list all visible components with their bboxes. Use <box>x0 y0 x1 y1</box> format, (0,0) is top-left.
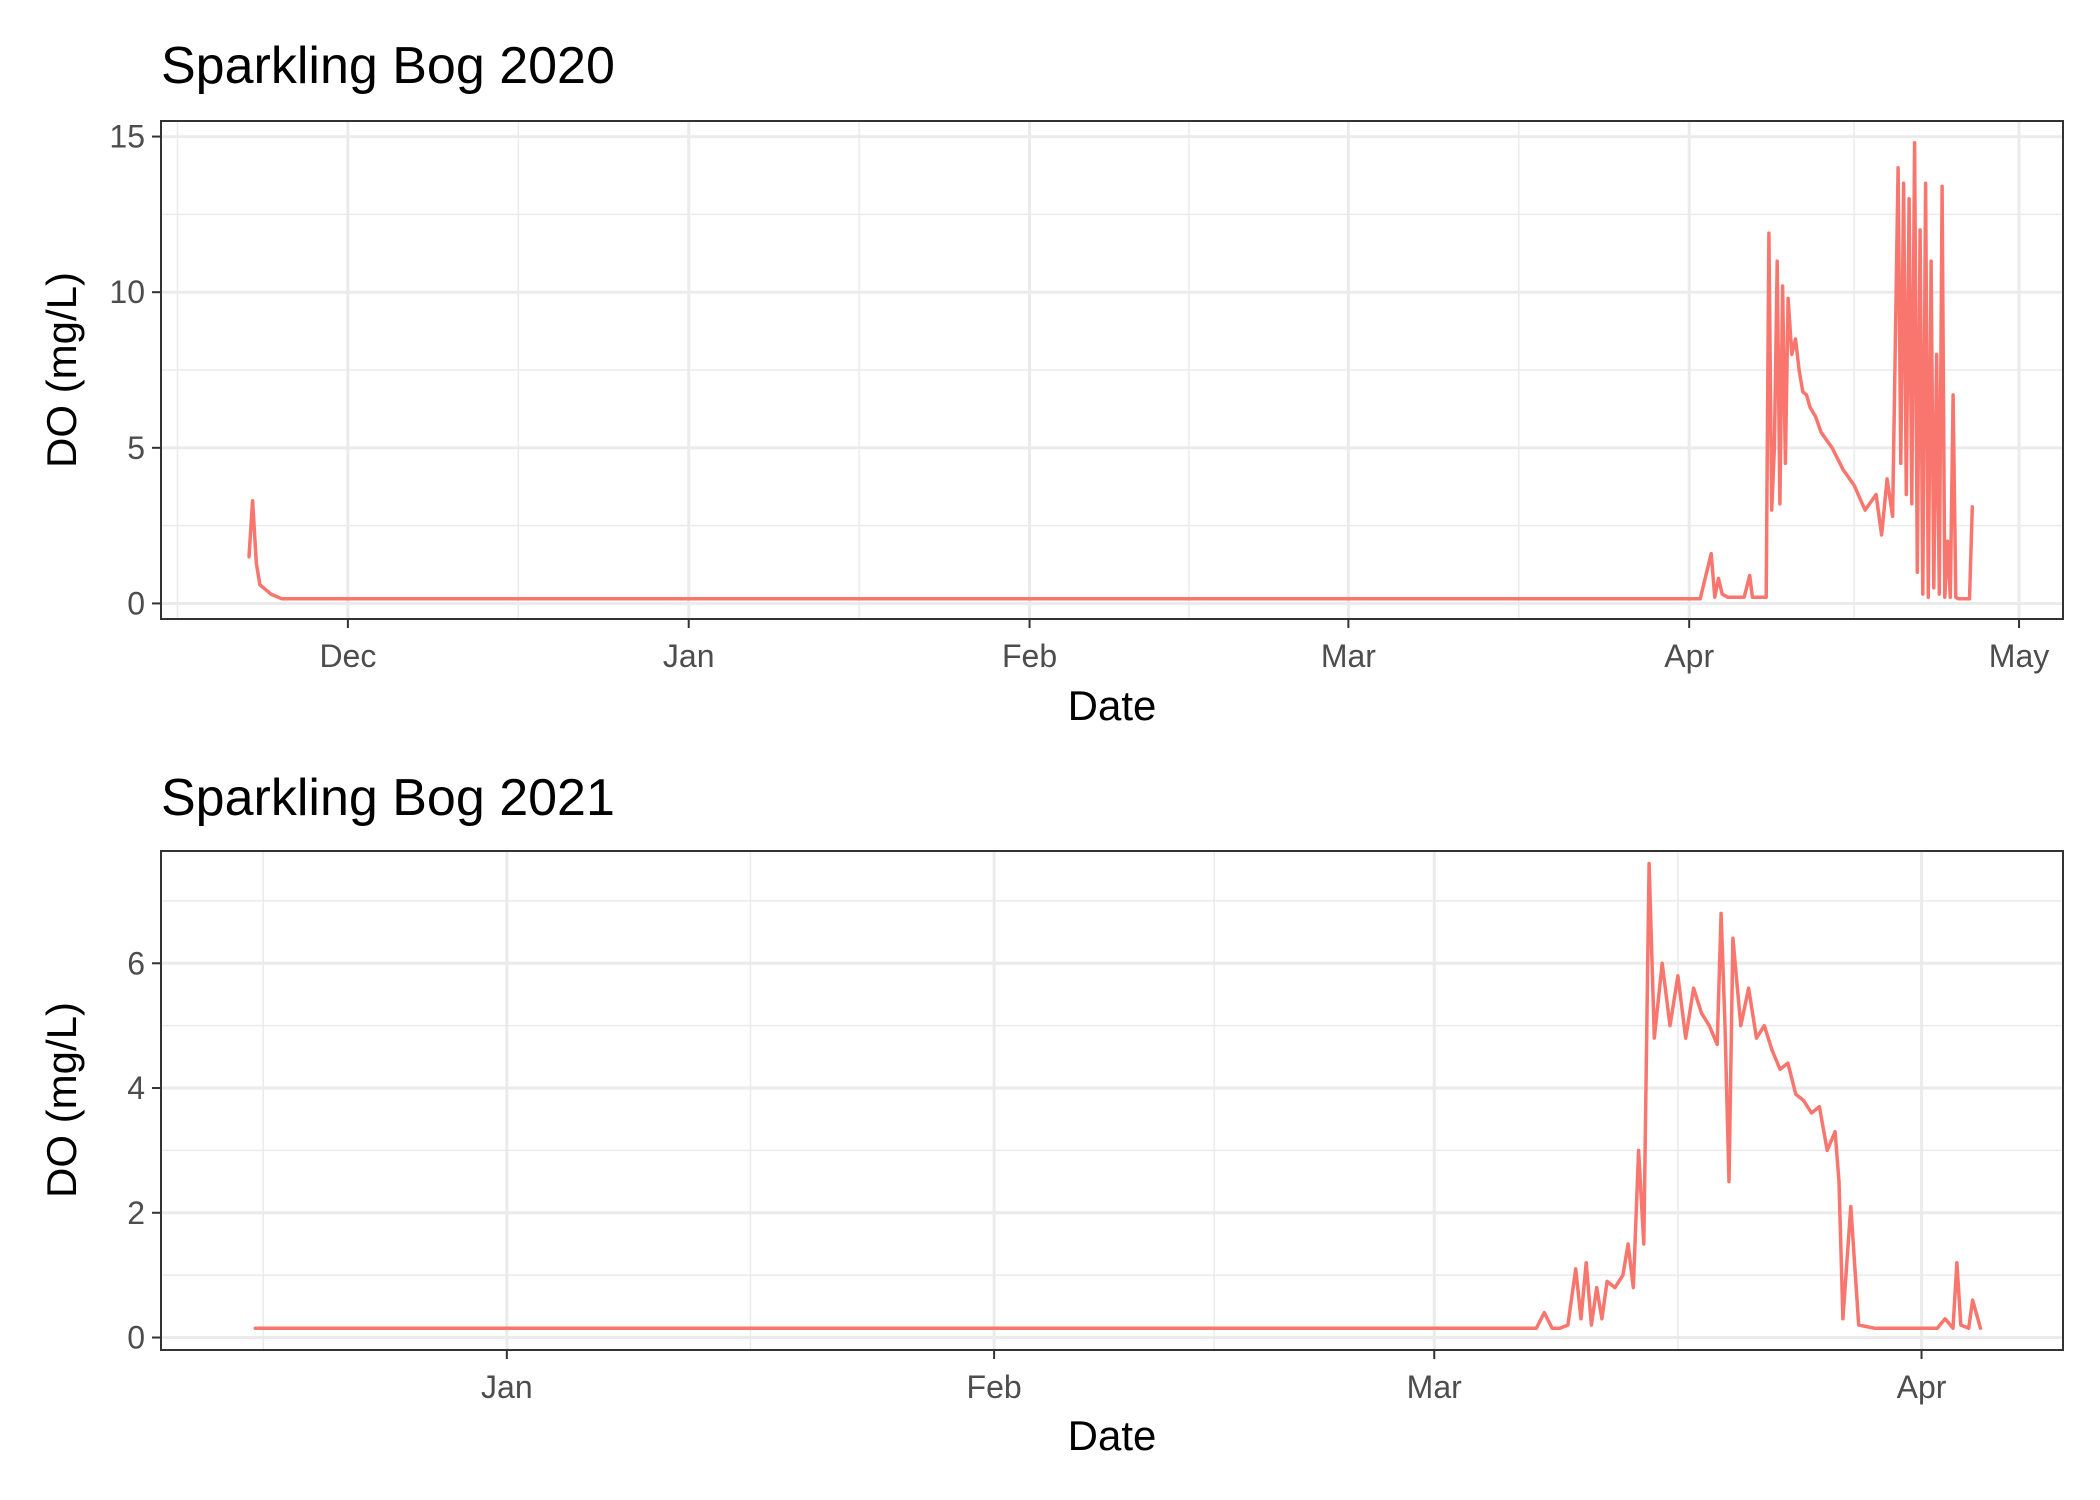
y-tick-label: 5 <box>127 430 145 466</box>
gridlines <box>161 851 2063 1350</box>
y-tick-label: 0 <box>127 1320 145 1356</box>
x-tick-label: May <box>1989 638 2049 674</box>
x-axis-ticks: Jan Feb Mar Apr <box>481 1350 1947 1405</box>
x-tick-label: Mar <box>1407 1369 1462 1405</box>
chart-title: Sparkling Bog 2021 <box>161 769 615 827</box>
do-series-line <box>247 141 1975 601</box>
x-tick-label: Dec <box>319 638 376 674</box>
gridlines <box>161 121 2063 619</box>
x-axis-title: Date <box>1068 682 1157 729</box>
x-tick-label: Feb <box>1002 638 1057 674</box>
y-axis-ticks: 0 5 10 15 <box>109 119 161 621</box>
x-tick-label: Jan <box>663 638 715 674</box>
y-tick-label: 15 <box>109 119 145 155</box>
x-tick-label: Jan <box>481 1369 533 1405</box>
series-layer <box>253 861 1983 1330</box>
y-tick-label: 6 <box>127 945 145 981</box>
series-layer <box>247 141 1975 601</box>
y-axis-title: DO (mg/L) <box>38 1002 85 1198</box>
x-axis-ticks: Dec Jan Feb Mar Apr May <box>319 619 2049 674</box>
x-tick-label: Apr <box>1664 638 1714 674</box>
y-tick-label: 0 <box>127 585 145 621</box>
y-tick-label: 10 <box>109 274 145 310</box>
y-axis-ticks: 0 2 4 6 <box>127 945 161 1356</box>
x-tick-label: Feb <box>967 1369 1022 1405</box>
chart-panel-2020: Sparkling Bog 2020 Dec Jan Feb Mar Apr May 0 5… <box>38 37 2064 729</box>
y-axis-title: DO (mg/L) <box>38 272 85 468</box>
y-tick-label: 4 <box>127 1070 145 1106</box>
chart-panel-2021: Sparkling Bog 2021 Jan Feb Mar Apr 0 2 4 6 Dat… <box>38 769 2064 1459</box>
plot-border <box>160 850 2064 1351</box>
x-axis-title: Date <box>1068 1412 1157 1459</box>
x-tick-label: Mar <box>1321 638 1376 674</box>
x-tick-label: Apr <box>1897 1369 1947 1405</box>
chart-title: Sparkling Bog 2020 <box>161 37 615 95</box>
y-tick-label: 2 <box>127 1195 145 1231</box>
plot-border <box>160 120 2064 620</box>
do-series-line <box>253 861 1983 1330</box>
